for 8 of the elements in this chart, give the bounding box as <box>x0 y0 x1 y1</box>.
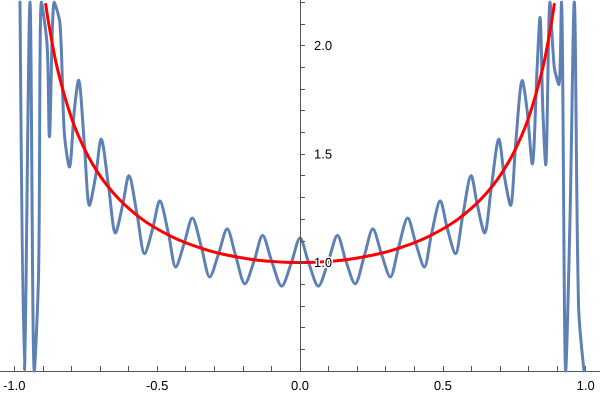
x-tick-label: 0.5 <box>434 378 452 393</box>
y-tick-label: 2.0 <box>314 38 332 54</box>
x-tick-label: 1.0 <box>576 378 595 393</box>
y-tick-label: 1.5 <box>314 146 332 162</box>
x-tick-label: -0.5 <box>146 378 168 393</box>
x-tick-label: 0.0 <box>290 378 310 393</box>
x-tick-label: -1.0 <box>3 378 26 393</box>
line-series <box>18 0 586 372</box>
